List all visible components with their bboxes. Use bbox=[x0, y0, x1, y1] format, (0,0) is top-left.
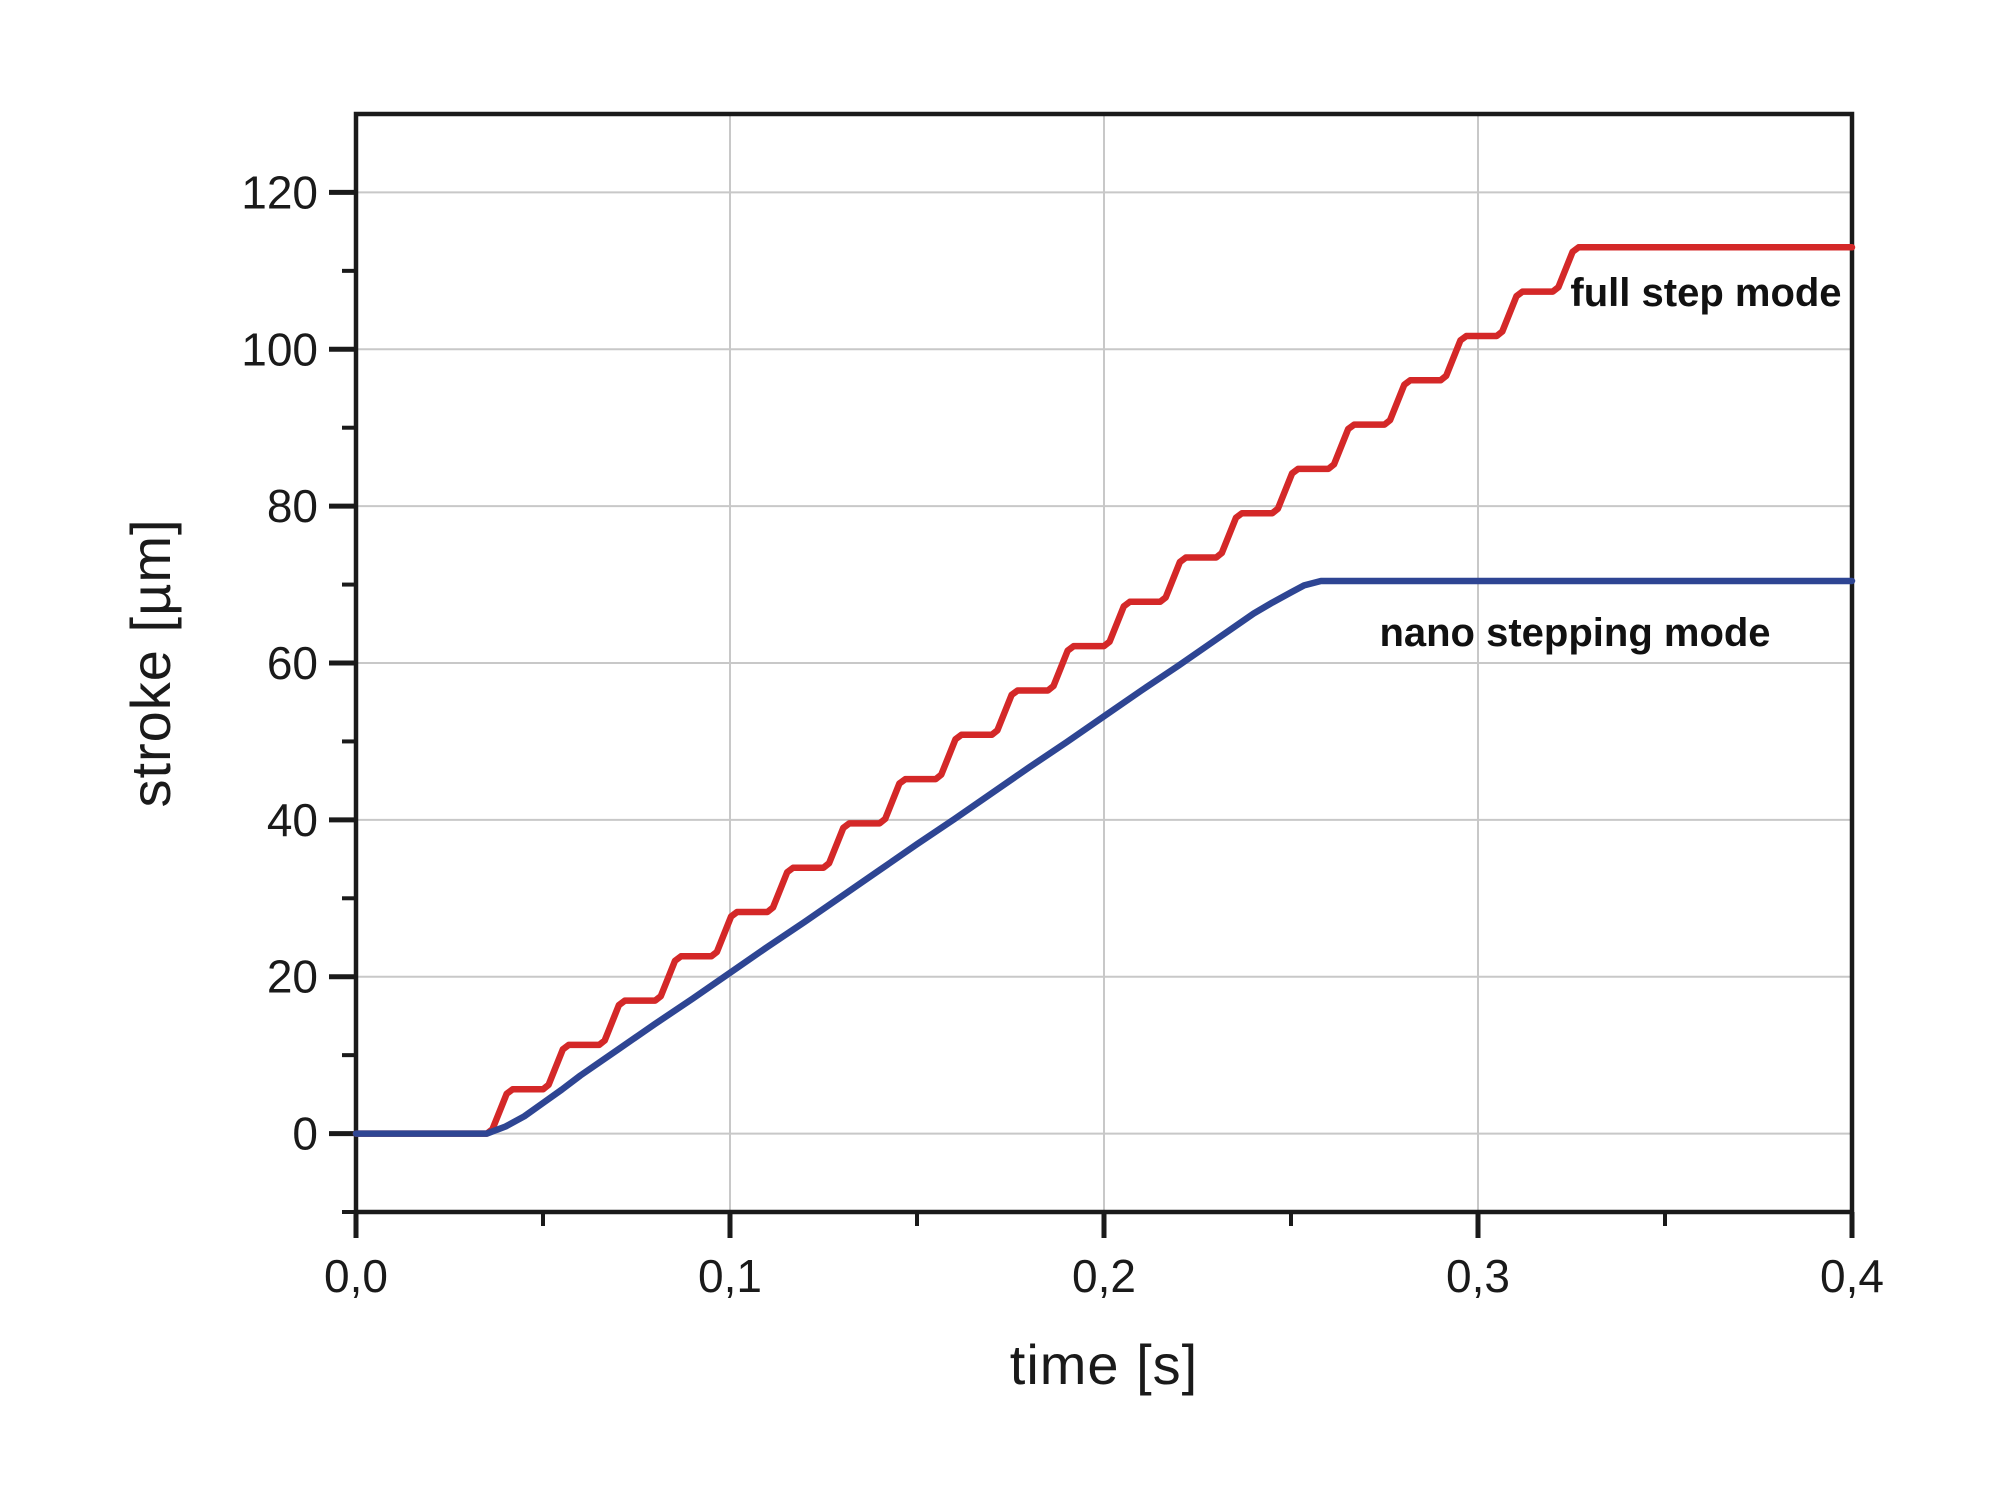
x-tick-label: 0,2 bbox=[1072, 1250, 1136, 1302]
x-tick-label: 0,0 bbox=[324, 1250, 388, 1302]
y-axis-title: stroke [µm] bbox=[119, 518, 182, 807]
x-tick-label: 0,4 bbox=[1820, 1250, 1884, 1302]
series-line-full-step-mode bbox=[352, 244, 1856, 1137]
series-label-nano-stepping-mode: nano stepping mode bbox=[1379, 611, 1770, 655]
series-label-full-step-mode: full step mode bbox=[1570, 271, 1841, 315]
x-tick-label: 0,3 bbox=[1446, 1250, 1510, 1302]
y-tick-label: 60 bbox=[267, 637, 318, 689]
axes-layer: 0 20 40 60 80 100 120 0,0 0,1 0,2 0,3 0,4 bbox=[241, 111, 1884, 1302]
y-tick-label: 120 bbox=[241, 166, 318, 218]
y-tick-label: 40 bbox=[267, 794, 318, 846]
x-axis-title: time [s] bbox=[1010, 1333, 1198, 1396]
x-tick-label: 0,1 bbox=[698, 1250, 762, 1302]
y-tick-label: 100 bbox=[241, 323, 318, 375]
y-tick-label: 0 bbox=[292, 1108, 318, 1160]
gridlines-layer bbox=[356, 114, 1852, 1212]
series-line-nano-stepping-mode bbox=[352, 577, 1856, 1137]
y-tick-label: 80 bbox=[267, 480, 318, 532]
y-tick-label: 20 bbox=[267, 951, 318, 1003]
series-layer bbox=[352, 244, 1856, 1137]
